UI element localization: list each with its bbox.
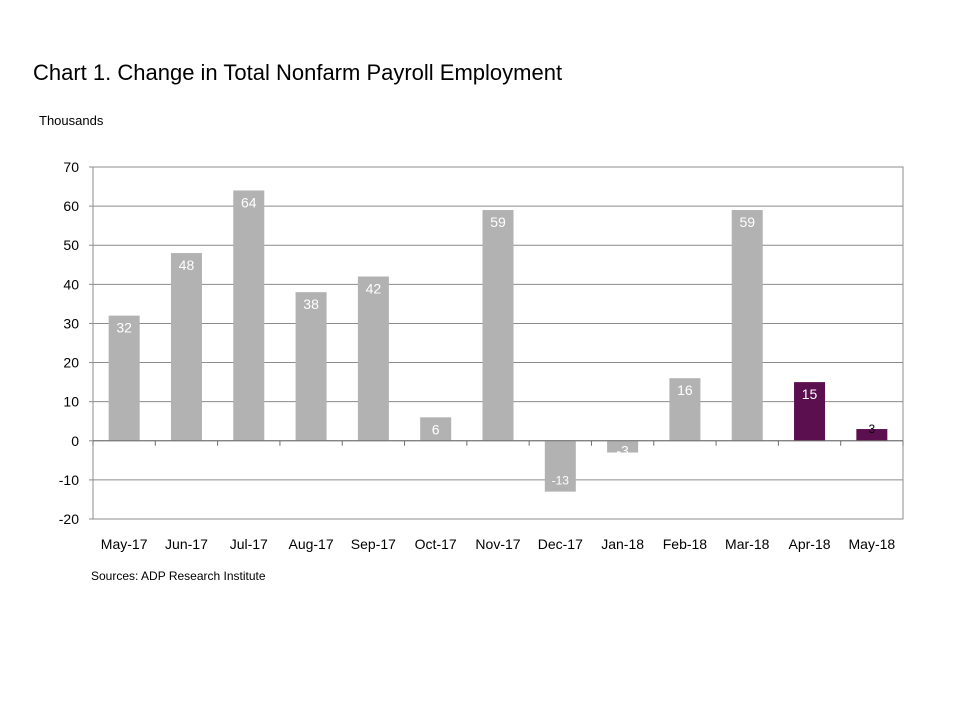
data-label-jun-17: 48 [179, 257, 195, 273]
bar-jul-17 [233, 190, 265, 441]
y-tick-label: -10 [59, 472, 79, 488]
data-label-may-18: 3 [869, 422, 876, 436]
bar-dec-17 [544, 440, 576, 492]
y-tick-label: 0 [71, 433, 79, 449]
y-axis-units-label: Thousands [39, 113, 104, 128]
data-label-feb-18: 16 [677, 382, 693, 398]
x-tick-label: Nov-17 [475, 536, 520, 552]
data-labels: 32 48 64 38 42 6 59 -13 -3 16 59 15 3 [116, 194, 875, 487]
bar-mar-18 [731, 210, 763, 441]
bars [108, 190, 888, 492]
x-tick-label: Jun-17 [165, 536, 208, 552]
zero-axis [92, 440, 904, 446]
data-label-sep-17: 42 [366, 281, 382, 297]
x-tick-label: May-17 [101, 536, 148, 552]
data-label-jan-18: -3 [616, 443, 629, 459]
data-label-apr-18: 15 [802, 386, 818, 402]
x-tick-label: Jan-18 [601, 536, 644, 552]
y-tick-label: 20 [63, 355, 79, 371]
x-tick-label: May-18 [849, 536, 896, 552]
x-tick-label: Apr-18 [789, 536, 831, 552]
data-label-nov-17: 59 [490, 214, 506, 230]
x-tick-label: Oct-17 [415, 536, 457, 552]
y-tick-label: 30 [63, 315, 79, 331]
bar-sep-17 [357, 276, 389, 441]
bar-jan-18 [607, 440, 639, 453]
y-tick-label: 40 [63, 276, 79, 292]
data-label-oct-17: 6 [432, 421, 440, 437]
x-tick-label: Jul-17 [230, 536, 268, 552]
data-label-may-17: 32 [116, 320, 132, 336]
bar-may-18 [856, 429, 888, 441]
x-tick-label: Dec-17 [538, 536, 583, 552]
y-tick-label: 10 [63, 394, 79, 410]
bar-may-17 [108, 315, 140, 441]
x-tick-label: Feb-18 [663, 536, 708, 552]
data-label-jul-17: 64 [241, 194, 257, 210]
y-tick-label: 60 [63, 198, 79, 214]
data-label-aug-17: 38 [303, 296, 319, 312]
x-tick-label: Mar-18 [725, 536, 770, 552]
source-note: Sources: ADP Research Institute [91, 569, 266, 583]
chart-title: Chart 1. Change in Total Nonfarm Payroll… [33, 60, 563, 85]
bar-feb-18 [669, 378, 701, 441]
bar-apr-18 [794, 382, 826, 441]
y-tick-label: 50 [63, 237, 79, 253]
x-tick-label: Aug-17 [288, 536, 333, 552]
bar-nov-17 [482, 210, 514, 441]
bar-aug-17 [295, 292, 327, 441]
y-tick-labels: 70 60 50 40 30 20 10 0 -10 -20 [59, 159, 93, 527]
x-tick-labels: May-17 Jun-17 Jul-17 Aug-17 Sep-17 Oct-17 Nov-… [101, 536, 896, 552]
y-tick-label: -20 [59, 511, 79, 527]
y-tick-label: 70 [63, 159, 79, 175]
bar-jun-17 [170, 253, 202, 441]
x-tick-label: Sep-17 [351, 536, 396, 552]
data-label-mar-18: 59 [739, 214, 755, 230]
data-label-dec-17: -13 [552, 474, 570, 488]
bar-oct-17 [420, 417, 452, 441]
